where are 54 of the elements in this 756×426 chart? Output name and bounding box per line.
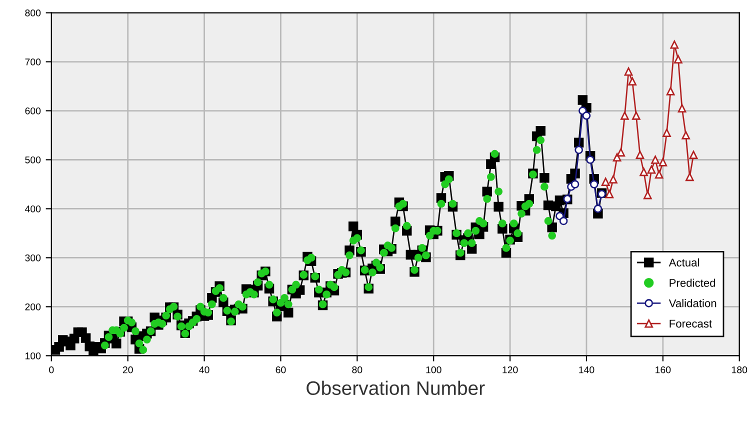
point <box>643 190 652 200</box>
y-tick-label: 200 <box>25 303 41 310</box>
point <box>678 104 686 112</box>
point <box>570 180 580 188</box>
point <box>609 175 618 184</box>
x-tick-label: 20 <box>122 366 133 374</box>
x-tick-label: 80 <box>352 366 362 374</box>
point <box>574 146 584 154</box>
point <box>674 55 682 64</box>
y-tick-label: 800 <box>25 10 41 16</box>
point <box>590 180 598 188</box>
point <box>662 128 671 137</box>
y-tick-label: 600 <box>25 107 41 114</box>
point <box>616 148 626 157</box>
point <box>686 172 694 182</box>
x-tick-label: 60 <box>276 366 286 374</box>
point <box>636 150 644 160</box>
point <box>689 150 698 160</box>
point <box>658 158 668 166</box>
legend-label: Forecast <box>670 320 712 328</box>
point <box>620 111 629 120</box>
point <box>582 111 591 120</box>
x-axis-title: Observation Number <box>306 380 485 396</box>
legend-label: Validation <box>668 299 716 308</box>
point <box>624 67 633 76</box>
point <box>666 86 675 96</box>
legend-label: Actual <box>668 258 699 266</box>
point <box>640 168 648 176</box>
point <box>612 153 622 162</box>
x-tick-label: 180 <box>732 366 748 374</box>
x-tick-label: 120 <box>502 366 518 374</box>
point <box>586 156 594 164</box>
point <box>632 111 640 120</box>
y-tick-label: 100 <box>26 352 41 360</box>
x-tick-label: 0 <box>49 366 54 374</box>
x-tick-label: 40 <box>199 366 210 374</box>
x-tick-label: 140 <box>579 366 594 374</box>
point <box>605 190 614 198</box>
y-tick-label: 700 <box>25 58 41 66</box>
point <box>682 131 690 140</box>
point <box>654 170 664 179</box>
point <box>628 77 637 86</box>
point <box>651 156 660 164</box>
x-tick-label: 160 <box>656 366 671 374</box>
y-tick-label: 500 <box>25 156 41 164</box>
y-tick-label: 300 <box>25 254 41 262</box>
x-tick-label: 100 <box>426 366 442 374</box>
point <box>559 216 568 226</box>
point <box>670 40 679 49</box>
point <box>601 178 610 186</box>
point <box>594 204 602 213</box>
point <box>647 165 656 174</box>
y-tick-label: 400 <box>24 205 41 212</box>
legend-label: Predicted <box>670 278 716 287</box>
